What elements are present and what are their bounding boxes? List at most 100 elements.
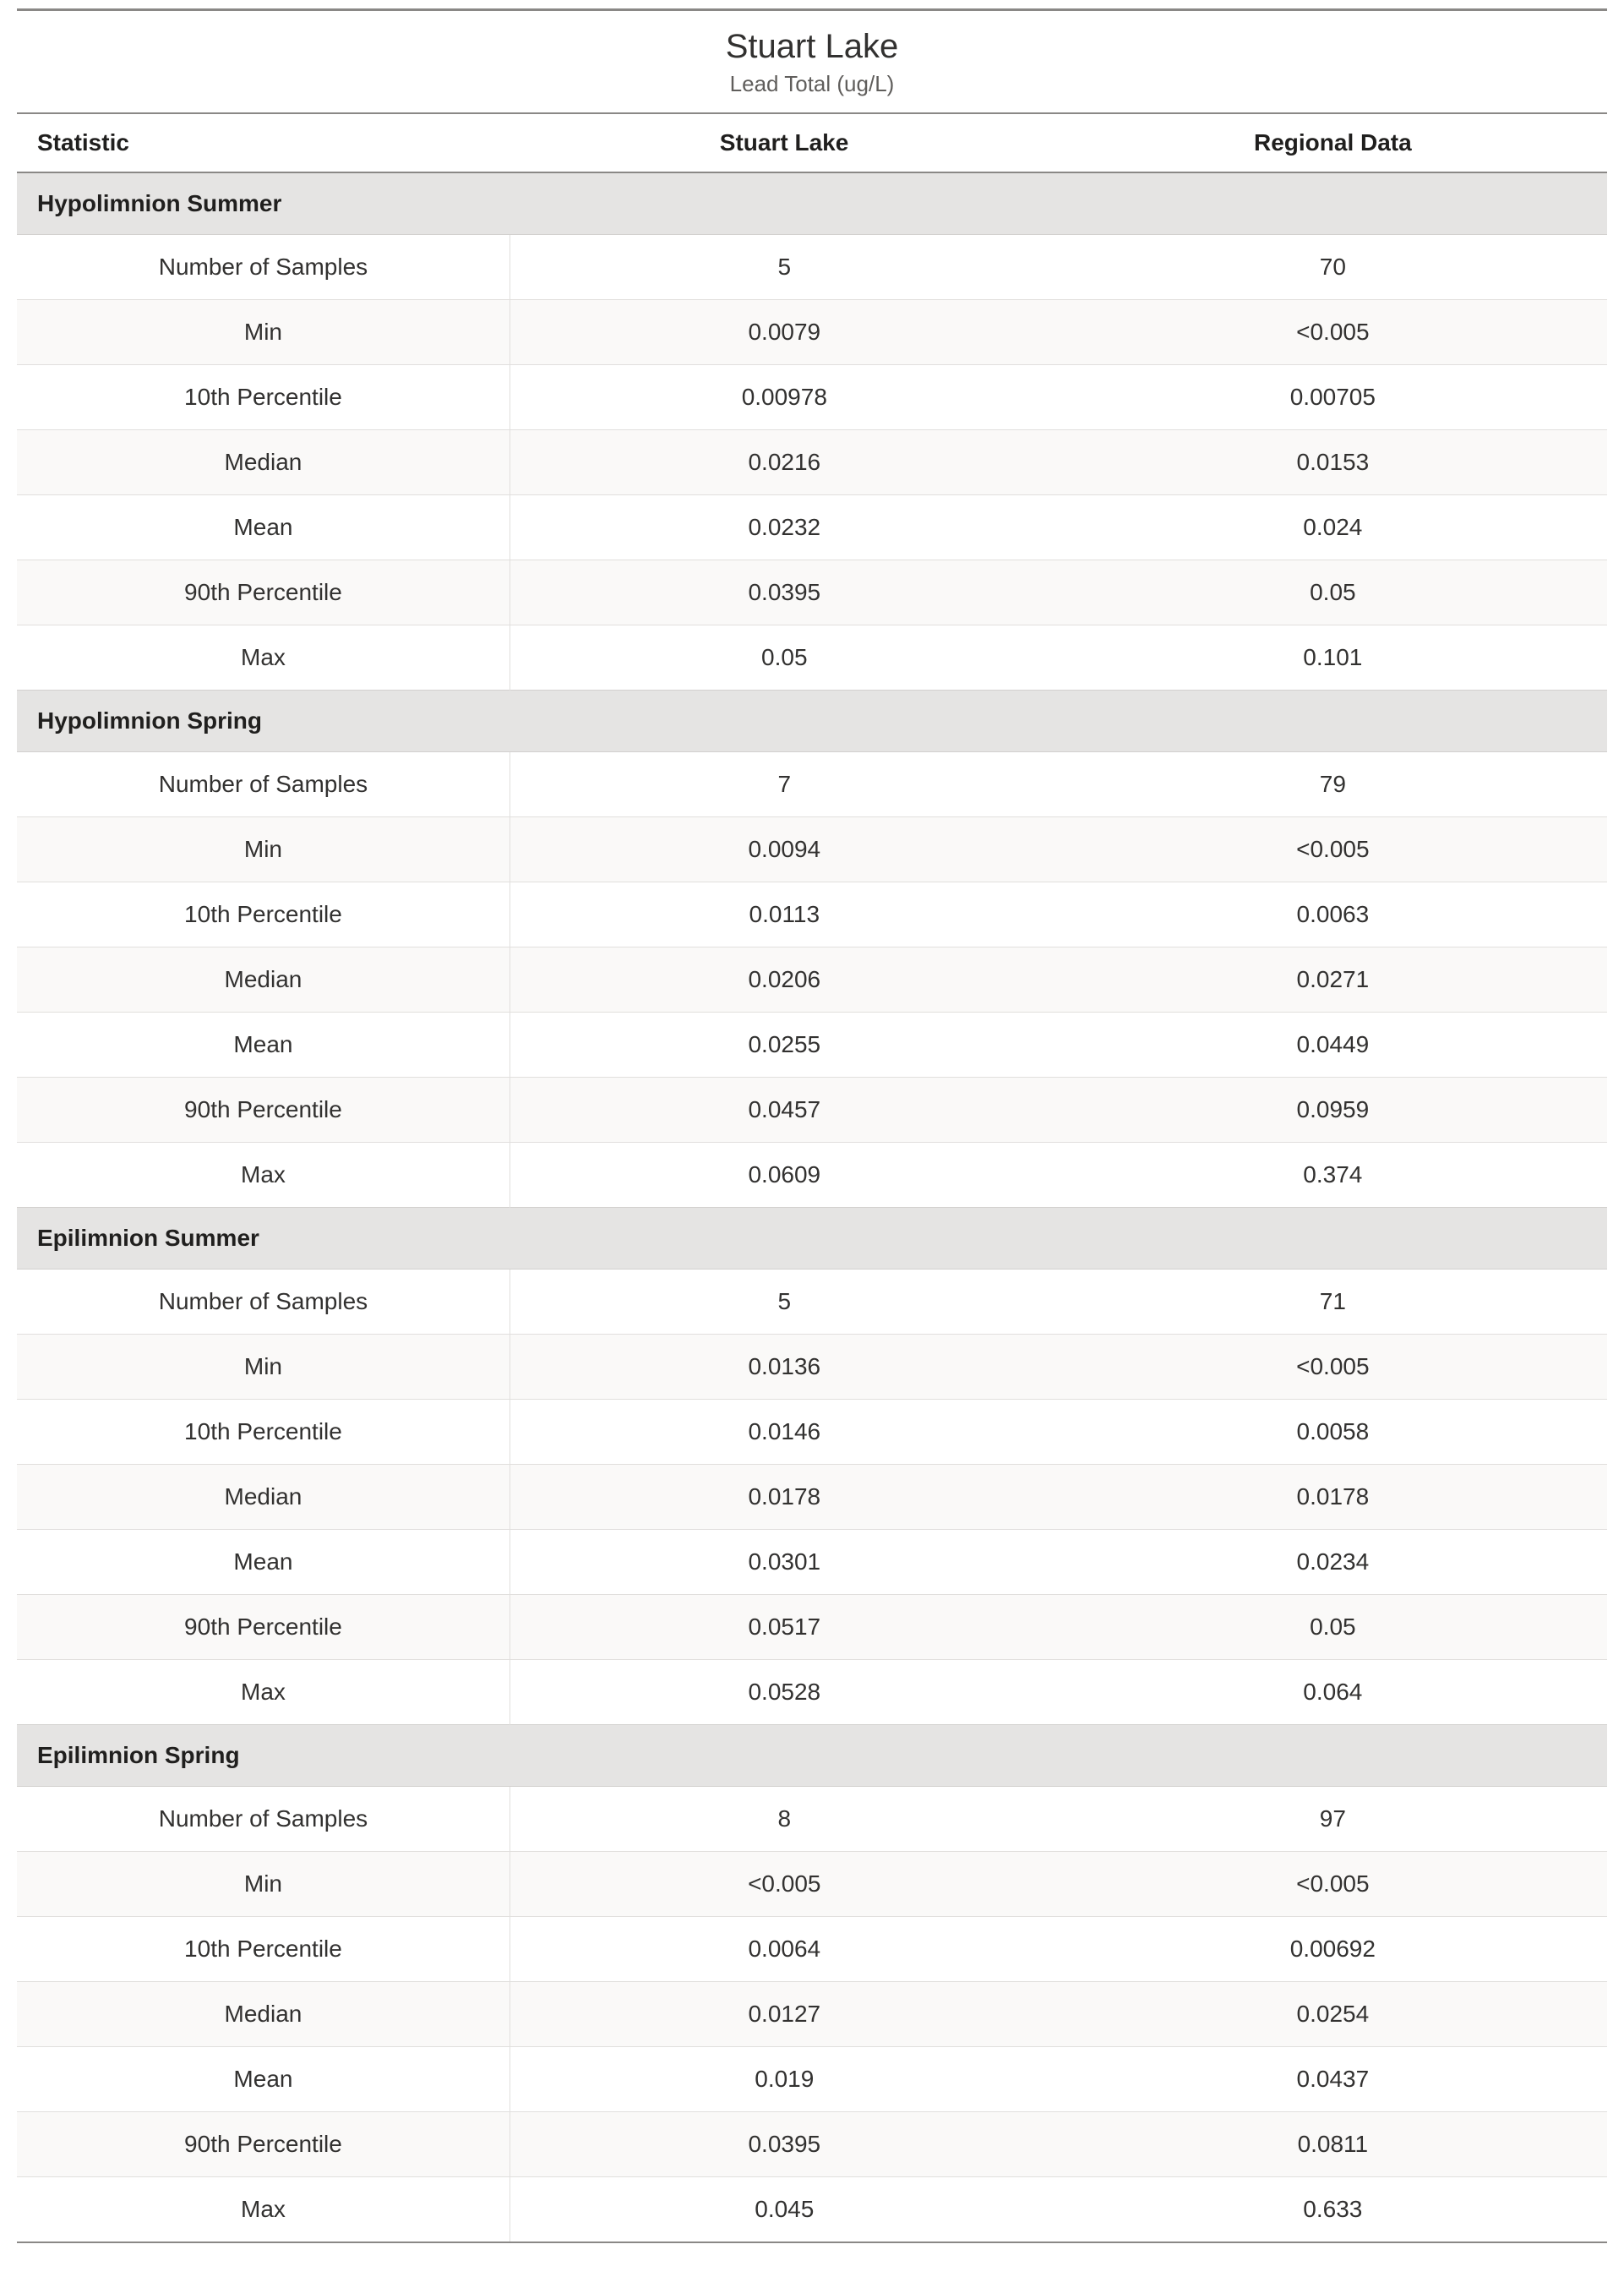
cell-regional-value: 0.101 bbox=[1059, 625, 1607, 691]
cell-site-value: 0.0094 bbox=[510, 817, 1058, 882]
cell-regional-value: 0.0811 bbox=[1059, 2112, 1607, 2177]
cell-regional-value: 0.0437 bbox=[1059, 2047, 1607, 2112]
table-row: Min0.0094<0.005 bbox=[17, 817, 1607, 882]
table-row: Mean0.02550.0449 bbox=[17, 1013, 1607, 1078]
cell-site-value: 0.0178 bbox=[510, 1465, 1058, 1530]
cell-site-value: 0.0127 bbox=[510, 1982, 1058, 2047]
cell-regional-value: 79 bbox=[1059, 752, 1607, 817]
cell-site-value: 0.0395 bbox=[510, 560, 1058, 625]
cell-regional-value: 0.0153 bbox=[1059, 430, 1607, 495]
cell-statistic: 90th Percentile bbox=[17, 1078, 510, 1143]
table-row: Number of Samples570 bbox=[17, 235, 1607, 300]
cell-site-value: 0.0255 bbox=[510, 1013, 1058, 1078]
cell-regional-value: 70 bbox=[1059, 235, 1607, 300]
table-row: 90th Percentile0.05170.05 bbox=[17, 1595, 1607, 1660]
cell-statistic: Min bbox=[17, 300, 510, 365]
cell-site-value: 0.00978 bbox=[510, 365, 1058, 430]
cell-site-value: 8 bbox=[510, 1787, 1058, 1852]
table-row: Max0.0450.633 bbox=[17, 2177, 1607, 2243]
top-rule bbox=[17, 8, 1607, 11]
col-header-regional: Regional Data bbox=[1059, 113, 1607, 172]
table-row: Min0.0079<0.005 bbox=[17, 300, 1607, 365]
table-row: Mean0.03010.0234 bbox=[17, 1530, 1607, 1595]
cell-regional-value: 0.00705 bbox=[1059, 365, 1607, 430]
cell-site-value: 0.0079 bbox=[510, 300, 1058, 365]
cell-regional-value: 0.00692 bbox=[1059, 1917, 1607, 1982]
cell-statistic: Mean bbox=[17, 1013, 510, 1078]
cell-statistic: Min bbox=[17, 1335, 510, 1400]
cell-statistic: Max bbox=[17, 2177, 510, 2243]
table-row: 10th Percentile0.009780.00705 bbox=[17, 365, 1607, 430]
table-row: Min<0.005<0.005 bbox=[17, 1852, 1607, 1917]
table-row: Min0.0136<0.005 bbox=[17, 1335, 1607, 1400]
cell-regional-value: <0.005 bbox=[1059, 300, 1607, 365]
report-title: Stuart Lake bbox=[17, 28, 1607, 66]
cell-regional-value: 0.374 bbox=[1059, 1143, 1607, 1208]
section-title: Epilimnion Summer bbox=[17, 1208, 1607, 1270]
cell-regional-value: 0.024 bbox=[1059, 495, 1607, 560]
stats-table: Statistic Stuart Lake Regional Data Hypo… bbox=[17, 112, 1607, 2243]
cell-statistic: Mean bbox=[17, 2047, 510, 2112]
cell-statistic: Max bbox=[17, 625, 510, 691]
cell-site-value: 0.05 bbox=[510, 625, 1058, 691]
cell-regional-value: 0.0234 bbox=[1059, 1530, 1607, 1595]
cell-site-value: 0.0064 bbox=[510, 1917, 1058, 1982]
table-row: Max0.06090.374 bbox=[17, 1143, 1607, 1208]
cell-statistic: Number of Samples bbox=[17, 1787, 510, 1852]
cell-site-value: 0.0301 bbox=[510, 1530, 1058, 1595]
cell-statistic: Number of Samples bbox=[17, 1270, 510, 1335]
cell-site-value: 0.019 bbox=[510, 2047, 1058, 2112]
cell-statistic: Max bbox=[17, 1143, 510, 1208]
cell-regional-value: 0.064 bbox=[1059, 1660, 1607, 1725]
cell-regional-value: 0.0449 bbox=[1059, 1013, 1607, 1078]
cell-regional-value: 0.05 bbox=[1059, 560, 1607, 625]
cell-statistic: 10th Percentile bbox=[17, 365, 510, 430]
cell-statistic: Median bbox=[17, 947, 510, 1013]
cell-regional-value: <0.005 bbox=[1059, 817, 1607, 882]
section-header: Epilimnion Summer bbox=[17, 1208, 1607, 1270]
table-row: 10th Percentile0.01130.0063 bbox=[17, 882, 1607, 947]
cell-statistic: Median bbox=[17, 1982, 510, 2047]
cell-statistic: Number of Samples bbox=[17, 752, 510, 817]
cell-site-value: 0.0395 bbox=[510, 2112, 1058, 2177]
cell-regional-value: 0.0254 bbox=[1059, 1982, 1607, 2047]
cell-site-value: 5 bbox=[510, 1270, 1058, 1335]
cell-statistic: 10th Percentile bbox=[17, 1400, 510, 1465]
cell-regional-value: 0.0959 bbox=[1059, 1078, 1607, 1143]
table-row: Number of Samples571 bbox=[17, 1270, 1607, 1335]
section-header: Hypolimnion Spring bbox=[17, 691, 1607, 752]
table-row: Median0.01780.0178 bbox=[17, 1465, 1607, 1530]
table-row: Number of Samples779 bbox=[17, 752, 1607, 817]
cell-site-value: 5 bbox=[510, 235, 1058, 300]
cell-site-value: 0.0528 bbox=[510, 1660, 1058, 1725]
table-row: 90th Percentile0.04570.0959 bbox=[17, 1078, 1607, 1143]
cell-statistic: Mean bbox=[17, 1530, 510, 1595]
cell-regional-value: 0.0178 bbox=[1059, 1465, 1607, 1530]
cell-regional-value: 0.0058 bbox=[1059, 1400, 1607, 1465]
table-row: Median0.02160.0153 bbox=[17, 430, 1607, 495]
table-row: Max0.05280.064 bbox=[17, 1660, 1607, 1725]
table-row: Median0.02060.0271 bbox=[17, 947, 1607, 1013]
cell-statistic: Number of Samples bbox=[17, 235, 510, 300]
cell-statistic: 10th Percentile bbox=[17, 1917, 510, 1982]
cell-regional-value: 0.0063 bbox=[1059, 882, 1607, 947]
table-row: 90th Percentile0.03950.0811 bbox=[17, 2112, 1607, 2177]
cell-regional-value: <0.005 bbox=[1059, 1335, 1607, 1400]
cell-statistic: 90th Percentile bbox=[17, 2112, 510, 2177]
report-container: Stuart Lake Lead Total (ug/L) Statistic … bbox=[0, 0, 1624, 2277]
table-row: Mean0.0190.0437 bbox=[17, 2047, 1607, 2112]
cell-statistic: 10th Percentile bbox=[17, 882, 510, 947]
cell-regional-value: <0.005 bbox=[1059, 1852, 1607, 1917]
cell-statistic: Min bbox=[17, 1852, 510, 1917]
cell-site-value: 0.0206 bbox=[510, 947, 1058, 1013]
cell-site-value: 7 bbox=[510, 752, 1058, 817]
section-header: Hypolimnion Summer bbox=[17, 172, 1607, 235]
cell-statistic: Median bbox=[17, 430, 510, 495]
cell-regional-value: 97 bbox=[1059, 1787, 1607, 1852]
cell-statistic: Mean bbox=[17, 495, 510, 560]
table-row: Median0.01270.0254 bbox=[17, 1982, 1607, 2047]
cell-statistic: Median bbox=[17, 1465, 510, 1530]
table-body: Hypolimnion SummerNumber of Samples570Mi… bbox=[17, 172, 1607, 2242]
cell-site-value: 0.0609 bbox=[510, 1143, 1058, 1208]
cell-site-value: 0.0517 bbox=[510, 1595, 1058, 1660]
